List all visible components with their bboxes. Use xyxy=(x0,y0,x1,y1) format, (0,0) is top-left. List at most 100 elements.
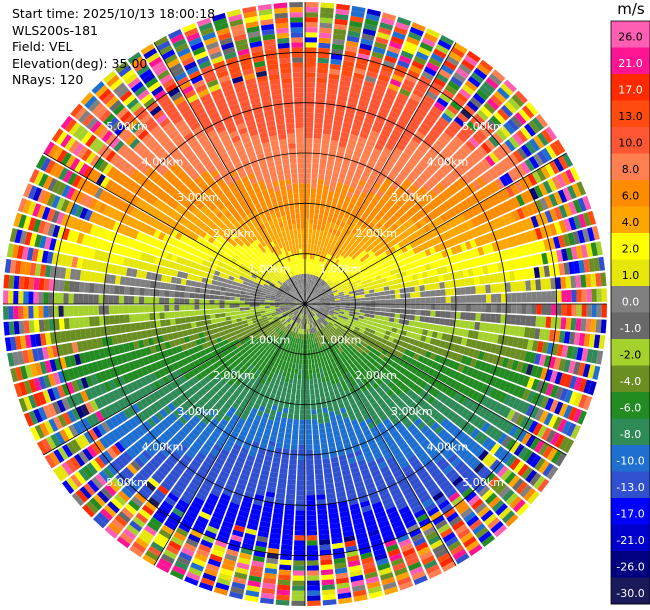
gate-cell xyxy=(455,191,465,202)
gate-cell xyxy=(414,149,425,159)
gate-cell xyxy=(311,409,317,415)
gate-cell xyxy=(415,163,426,173)
gate-cell xyxy=(324,205,331,212)
gate-cell xyxy=(350,298,356,302)
gate-cell xyxy=(453,215,462,226)
gate-cell xyxy=(308,295,312,301)
gate-cell xyxy=(335,105,346,112)
gate-cell xyxy=(306,263,309,269)
gate-cell xyxy=(368,134,378,143)
gate-cell xyxy=(452,236,460,246)
gate-cell xyxy=(392,164,402,173)
gate-cell xyxy=(486,98,500,111)
gate-cell xyxy=(525,280,532,291)
gate-cell xyxy=(511,196,521,209)
gate-cell xyxy=(373,88,385,97)
gate-cell xyxy=(355,167,364,175)
gate-cell xyxy=(371,93,383,102)
gate-cell xyxy=(357,253,364,260)
gate-cell xyxy=(439,150,450,161)
gate-cell xyxy=(454,165,465,177)
gate-cell xyxy=(393,69,406,78)
gate-cell xyxy=(373,318,379,323)
gate-cell xyxy=(326,93,337,100)
gate-cell xyxy=(300,404,305,410)
gate-cell xyxy=(331,43,344,51)
gate-cell xyxy=(460,295,467,303)
gate-cell xyxy=(483,122,495,135)
gate-cell xyxy=(339,221,346,228)
gate-cell xyxy=(305,213,310,219)
gate-cell xyxy=(305,183,311,189)
gate-cell xyxy=(358,247,365,254)
gate-cell xyxy=(346,263,352,269)
gate-cell xyxy=(516,304,522,314)
gate-cell xyxy=(305,414,312,420)
gate-cell xyxy=(409,315,416,321)
gate-cell xyxy=(392,31,406,41)
gate-cell xyxy=(505,185,515,198)
gate-cell xyxy=(308,359,312,365)
gate-cell xyxy=(306,294,308,300)
gate-cell xyxy=(318,295,324,299)
gate-cell xyxy=(414,84,427,94)
gate-cell xyxy=(309,298,314,302)
gate-cell xyxy=(444,108,456,120)
gate-cell xyxy=(390,294,396,299)
gate-cell xyxy=(333,28,347,36)
gate-cell xyxy=(333,224,340,231)
gate-cell xyxy=(327,88,338,95)
gate-cell xyxy=(311,238,315,245)
gate-cell xyxy=(428,189,438,199)
gate-cell xyxy=(481,304,487,313)
gate-cell xyxy=(378,247,385,255)
gate-cell xyxy=(308,296,312,301)
gate-cell xyxy=(520,315,527,326)
gate-cell xyxy=(331,277,337,282)
gate-cell xyxy=(328,78,339,85)
gate-cell xyxy=(389,40,403,50)
gate-cell xyxy=(359,291,365,295)
gate-cell xyxy=(288,464,297,470)
gate-cell xyxy=(332,171,340,178)
gate-cell xyxy=(353,119,363,127)
gate-cell xyxy=(361,33,375,41)
gate-cell xyxy=(298,439,305,445)
gate-cell xyxy=(353,172,362,180)
gate-cell xyxy=(507,211,516,224)
gate-cell xyxy=(423,224,431,233)
gate-cell xyxy=(331,270,337,276)
gate-cell xyxy=(322,269,327,275)
gate-cell xyxy=(283,381,289,388)
gate-cell xyxy=(364,290,370,295)
gate-cell xyxy=(283,519,294,526)
gate-cell xyxy=(389,133,400,142)
gate-cell xyxy=(480,313,486,322)
gate-cell xyxy=(314,388,320,394)
gate-cell xyxy=(364,166,373,174)
gate-cell xyxy=(351,254,357,260)
gate-cell xyxy=(308,289,311,295)
gate-cell xyxy=(351,262,358,269)
gate-cell xyxy=(510,281,516,292)
gate-cell xyxy=(466,219,475,230)
gate-cell xyxy=(533,185,544,198)
gate-cell xyxy=(322,282,328,287)
gate-cell xyxy=(313,213,319,220)
gate-cell xyxy=(327,248,332,255)
gate-cell xyxy=(455,295,461,303)
gate-cell xyxy=(315,289,320,294)
gate-cell xyxy=(314,128,323,134)
gate-cell xyxy=(312,148,321,154)
gate-cell xyxy=(495,177,505,190)
gate-cell xyxy=(425,151,436,161)
gate-cell xyxy=(292,580,305,586)
gate-cell xyxy=(499,125,512,138)
gate-cell xyxy=(365,304,371,307)
gate-cell xyxy=(470,295,477,303)
gate-cell xyxy=(448,51,463,63)
gate-cell xyxy=(316,87,326,94)
gate-cell xyxy=(576,289,582,302)
gate-cell xyxy=(406,209,414,218)
gate-cell xyxy=(334,241,340,248)
